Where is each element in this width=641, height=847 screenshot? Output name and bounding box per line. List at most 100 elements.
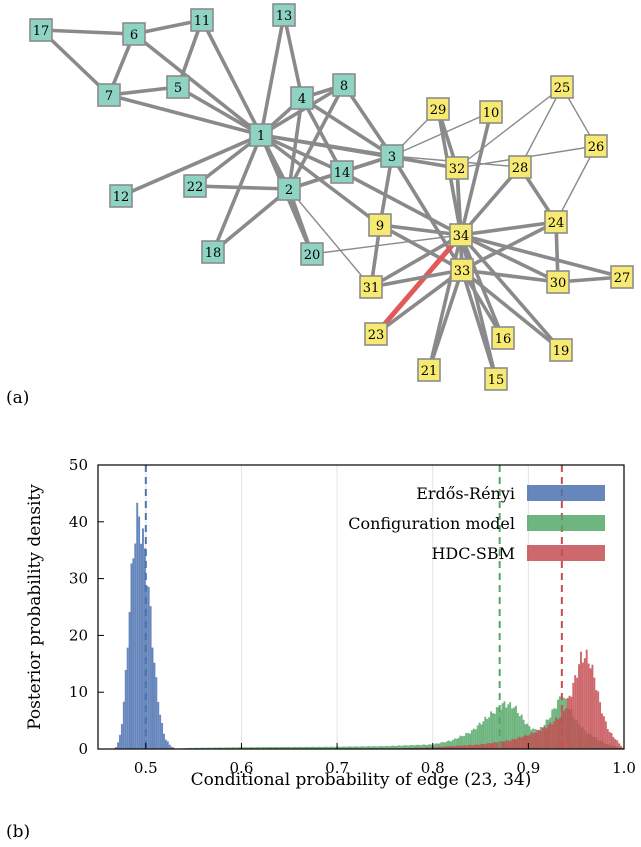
histogram-bar xyxy=(440,742,443,749)
node-10: 10 xyxy=(479,100,503,124)
histogram-bar xyxy=(455,738,458,749)
histogram-bar xyxy=(472,728,475,749)
histogram-bar xyxy=(478,744,481,749)
node-box xyxy=(368,213,392,237)
histogram-bar xyxy=(335,746,338,749)
histogram-bar xyxy=(411,745,414,749)
histogram-bar xyxy=(363,746,366,749)
node-label: 9 xyxy=(376,219,384,234)
histogram-bar xyxy=(457,737,460,749)
histogram-bar xyxy=(254,747,257,749)
edge xyxy=(519,86,563,168)
histogram-bar xyxy=(382,746,385,749)
histogram-bar xyxy=(549,722,552,749)
histogram-bar xyxy=(566,698,569,749)
histogram-bar xyxy=(155,677,158,749)
histogram-bar xyxy=(602,716,605,749)
histogram-bar xyxy=(168,744,171,749)
y-tick-label: 20 xyxy=(69,626,88,644)
histogram-bar xyxy=(314,746,317,749)
histogram-bar xyxy=(407,745,410,749)
histogram-bar xyxy=(495,742,498,749)
histogram-bar xyxy=(438,743,441,749)
histogram-bar xyxy=(394,746,397,749)
histogram-bar xyxy=(469,744,471,749)
histogram-bar xyxy=(293,746,296,749)
histogram-bar xyxy=(231,747,234,749)
histogram-bar xyxy=(558,717,561,749)
histogram-bar xyxy=(601,713,603,749)
edge xyxy=(287,96,304,191)
histogram-bar xyxy=(614,739,617,749)
histogram-bar xyxy=(470,745,473,749)
node-label: 10 xyxy=(483,106,500,121)
histogram-bar xyxy=(377,746,380,749)
node-box xyxy=(109,184,133,208)
mean-lines xyxy=(144,465,563,749)
histogram-bar xyxy=(459,745,462,749)
node-label: 27 xyxy=(614,271,631,286)
histogram-bar xyxy=(381,746,383,749)
node-33: 33 xyxy=(450,258,474,282)
node-29: 29 xyxy=(426,97,450,121)
histogram-bar xyxy=(501,703,504,749)
histogram-bar xyxy=(509,740,512,749)
histogram-bar xyxy=(222,747,225,749)
histogram-bar xyxy=(157,701,160,749)
node-label: 28 xyxy=(512,161,529,176)
histogram-bar xyxy=(161,722,164,749)
histogram-bar xyxy=(467,745,470,749)
histogram-bar xyxy=(398,745,401,749)
edge xyxy=(119,133,263,198)
node-label: 11 xyxy=(194,14,211,29)
histogram-bar xyxy=(346,746,349,749)
edge xyxy=(459,233,563,352)
histogram-bar xyxy=(396,745,399,749)
histogram-bar xyxy=(291,747,294,749)
histogram-bar xyxy=(386,745,389,749)
histogram-bar xyxy=(505,740,508,749)
legend-swatch xyxy=(527,515,605,531)
histogram-bar xyxy=(589,668,592,749)
x-tick-label: 0.9 xyxy=(516,759,540,777)
histogram-bar xyxy=(151,647,154,749)
node-label: 1 xyxy=(257,129,265,144)
histogram-bar xyxy=(360,746,362,749)
histogram-bar xyxy=(426,747,429,749)
histogram-bar xyxy=(541,727,544,749)
histogram-bar xyxy=(340,746,343,749)
histogram-bar xyxy=(164,739,167,749)
node-14: 14 xyxy=(330,160,354,184)
histogram-bar xyxy=(241,747,244,749)
histogram-bar xyxy=(337,746,340,749)
histogram-bar xyxy=(279,747,282,749)
histogram-bar xyxy=(442,742,445,749)
histogram-bar xyxy=(620,745,623,749)
histogram-bar xyxy=(545,728,548,749)
histogram-bar xyxy=(591,664,594,749)
histogram-bar xyxy=(536,729,538,749)
edge xyxy=(378,223,464,272)
histogram-bar xyxy=(526,735,529,749)
histogram-bar xyxy=(469,733,471,749)
node-box xyxy=(290,86,314,110)
histogram-bar xyxy=(555,717,558,749)
x-tick-label: 1.0 xyxy=(612,759,636,777)
node-box xyxy=(610,265,634,289)
histogram-bar xyxy=(622,747,624,749)
histogram-bar xyxy=(371,746,374,749)
panel-label-b: (b) xyxy=(6,822,31,842)
histogram-bar xyxy=(419,747,422,749)
histogram-bar xyxy=(449,746,452,749)
legend-label: Erdős-Rényi xyxy=(416,484,515,503)
histogram-bar xyxy=(604,721,607,749)
node-box xyxy=(544,210,568,234)
histogram-bar xyxy=(237,747,240,749)
histogram-bar xyxy=(212,747,215,749)
node-label: 32 xyxy=(449,162,466,177)
histogram-bar xyxy=(513,707,515,749)
histogram-bar xyxy=(446,741,449,749)
histogram-bar xyxy=(428,744,431,749)
node-label: 25 xyxy=(554,81,571,96)
histogram-bar xyxy=(453,746,456,749)
